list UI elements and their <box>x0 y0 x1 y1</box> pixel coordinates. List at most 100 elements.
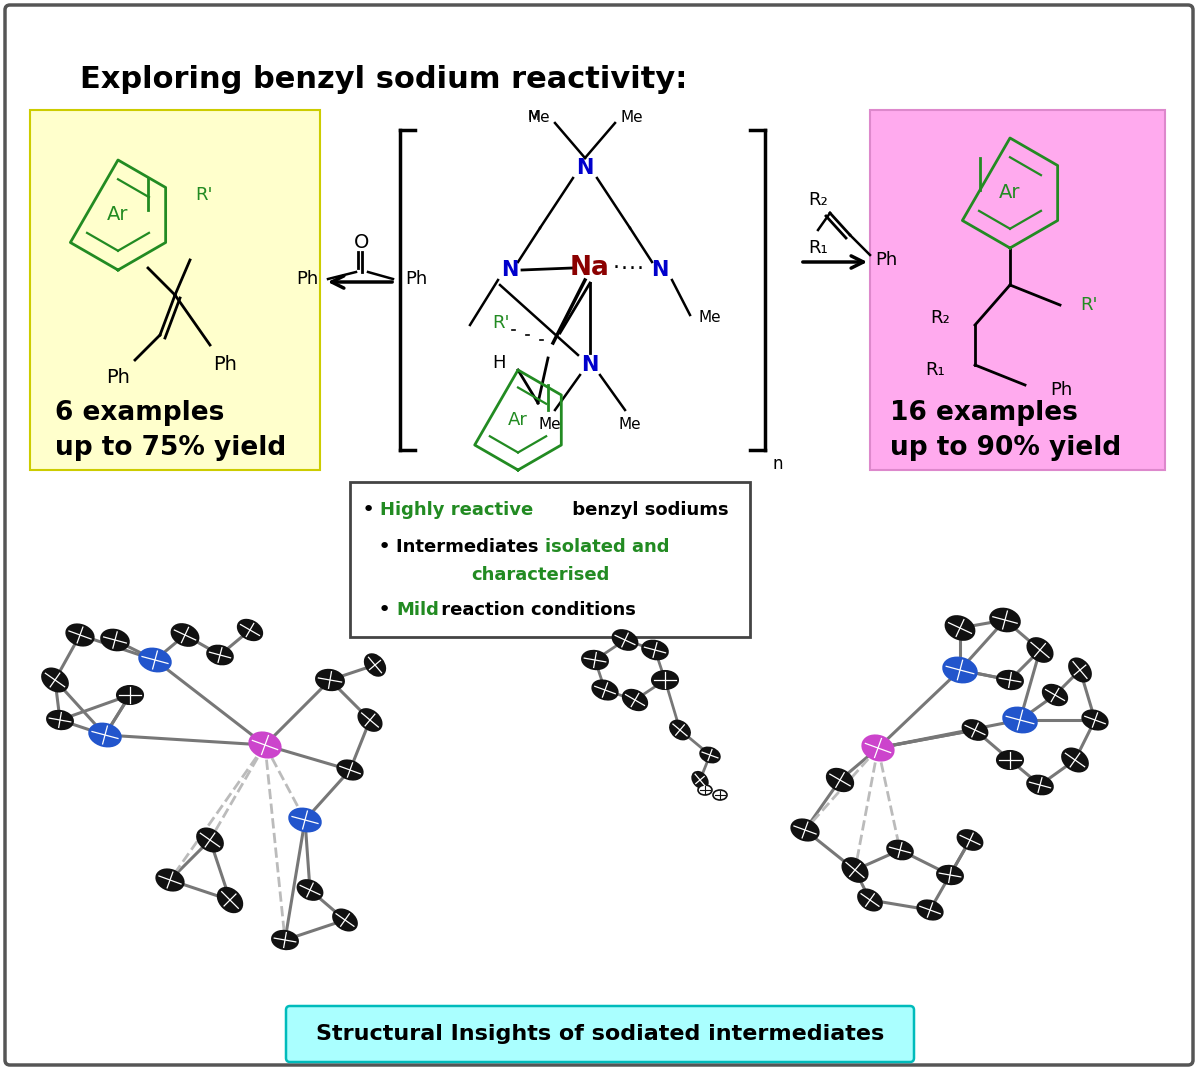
Text: 6 examples: 6 examples <box>55 400 224 426</box>
Ellipse shape <box>962 720 988 740</box>
Text: Exploring benzyl sodium reactivity:: Exploring benzyl sodium reactivity: <box>80 65 688 94</box>
Text: Me: Me <box>620 111 643 126</box>
Text: R': R' <box>492 314 510 332</box>
Text: Structural Insights of sodiated intermediates: Structural Insights of sodiated intermed… <box>316 1024 884 1044</box>
Ellipse shape <box>670 721 690 739</box>
Text: R₁: R₁ <box>925 361 946 379</box>
Ellipse shape <box>652 671 678 689</box>
Ellipse shape <box>334 910 356 930</box>
Ellipse shape <box>642 641 667 659</box>
Text: Me: Me <box>698 310 721 325</box>
Text: Me: Me <box>539 417 562 432</box>
Ellipse shape <box>997 671 1022 689</box>
Text: benzyl sodiums: benzyl sodiums <box>566 501 728 519</box>
Ellipse shape <box>792 820 818 840</box>
Ellipse shape <box>42 668 68 691</box>
Ellipse shape <box>359 709 382 731</box>
FancyBboxPatch shape <box>350 482 750 637</box>
Ellipse shape <box>218 887 242 912</box>
Ellipse shape <box>208 646 233 664</box>
Ellipse shape <box>582 651 608 670</box>
Ellipse shape <box>887 840 913 859</box>
Text: Intermediates: Intermediates <box>396 538 545 556</box>
Ellipse shape <box>613 630 637 650</box>
FancyBboxPatch shape <box>870 111 1165 470</box>
Text: Me: Me <box>527 111 550 126</box>
Text: Ph: Ph <box>214 355 236 374</box>
Ellipse shape <box>139 648 170 672</box>
Text: reaction conditions: reaction conditions <box>436 601 636 619</box>
Text: H: H <box>492 354 506 372</box>
Text: ·: · <box>636 260 643 279</box>
Text: Ph: Ph <box>106 368 130 387</box>
Text: Ar: Ar <box>508 411 528 429</box>
Ellipse shape <box>156 869 184 891</box>
Ellipse shape <box>701 748 720 763</box>
Text: R₂: R₂ <box>930 309 950 327</box>
Text: •: • <box>378 600 391 620</box>
Ellipse shape <box>842 858 868 882</box>
Text: N: N <box>652 260 668 280</box>
Ellipse shape <box>918 900 942 920</box>
Text: N: N <box>502 260 518 280</box>
Text: isolated and: isolated and <box>545 538 670 556</box>
FancyBboxPatch shape <box>5 5 1193 1065</box>
Ellipse shape <box>1027 638 1052 662</box>
Ellipse shape <box>1043 685 1067 705</box>
Ellipse shape <box>1027 776 1052 794</box>
Ellipse shape <box>827 769 853 791</box>
Text: Ar: Ar <box>1000 183 1021 203</box>
Ellipse shape <box>1069 659 1091 681</box>
Text: M: M <box>528 109 540 123</box>
Text: ·: · <box>612 259 619 278</box>
Ellipse shape <box>692 771 708 788</box>
Ellipse shape <box>863 735 894 761</box>
Ellipse shape <box>858 890 882 911</box>
Text: O: O <box>354 233 370 251</box>
Text: 16 examples: 16 examples <box>890 400 1078 426</box>
Ellipse shape <box>47 710 73 730</box>
Text: up to 75% yield: up to 75% yield <box>55 435 287 461</box>
Ellipse shape <box>623 690 647 710</box>
Text: •: • <box>362 500 376 520</box>
Ellipse shape <box>289 809 320 832</box>
Ellipse shape <box>272 931 298 950</box>
Ellipse shape <box>238 620 262 641</box>
Ellipse shape <box>1003 707 1037 733</box>
Text: ·: · <box>620 259 628 279</box>
Text: Highly reactive: Highly reactive <box>380 501 533 519</box>
Ellipse shape <box>66 624 94 646</box>
Ellipse shape <box>250 733 281 758</box>
Ellipse shape <box>593 680 618 700</box>
Ellipse shape <box>172 624 198 646</box>
Text: Mild: Mild <box>396 601 439 619</box>
FancyBboxPatch shape <box>30 111 320 470</box>
Text: Ph: Ph <box>1050 381 1073 399</box>
FancyBboxPatch shape <box>286 1006 914 1062</box>
Text: R₂: R₂ <box>808 191 828 209</box>
Text: Na: Na <box>570 255 610 281</box>
Text: Me: Me <box>619 417 641 432</box>
Ellipse shape <box>101 630 128 650</box>
Ellipse shape <box>89 723 121 747</box>
Ellipse shape <box>316 670 344 690</box>
Text: Ph: Ph <box>295 270 318 288</box>
Ellipse shape <box>118 686 143 704</box>
Ellipse shape <box>698 785 712 795</box>
Ellipse shape <box>713 790 727 800</box>
Ellipse shape <box>946 616 974 640</box>
Ellipse shape <box>1062 749 1088 771</box>
Text: R': R' <box>1080 296 1098 314</box>
Text: up to 90% yield: up to 90% yield <box>890 435 1121 461</box>
Text: •: • <box>378 536 391 557</box>
Ellipse shape <box>298 880 323 900</box>
Text: N: N <box>576 158 594 178</box>
Text: characterised: characterised <box>470 565 610 584</box>
Text: R': R' <box>194 186 212 204</box>
Text: N: N <box>581 355 599 374</box>
Text: Ph: Ph <box>875 251 898 269</box>
Ellipse shape <box>958 831 983 850</box>
Text: Ar: Ar <box>107 206 128 224</box>
Ellipse shape <box>990 608 1020 631</box>
Text: n: n <box>773 455 784 473</box>
